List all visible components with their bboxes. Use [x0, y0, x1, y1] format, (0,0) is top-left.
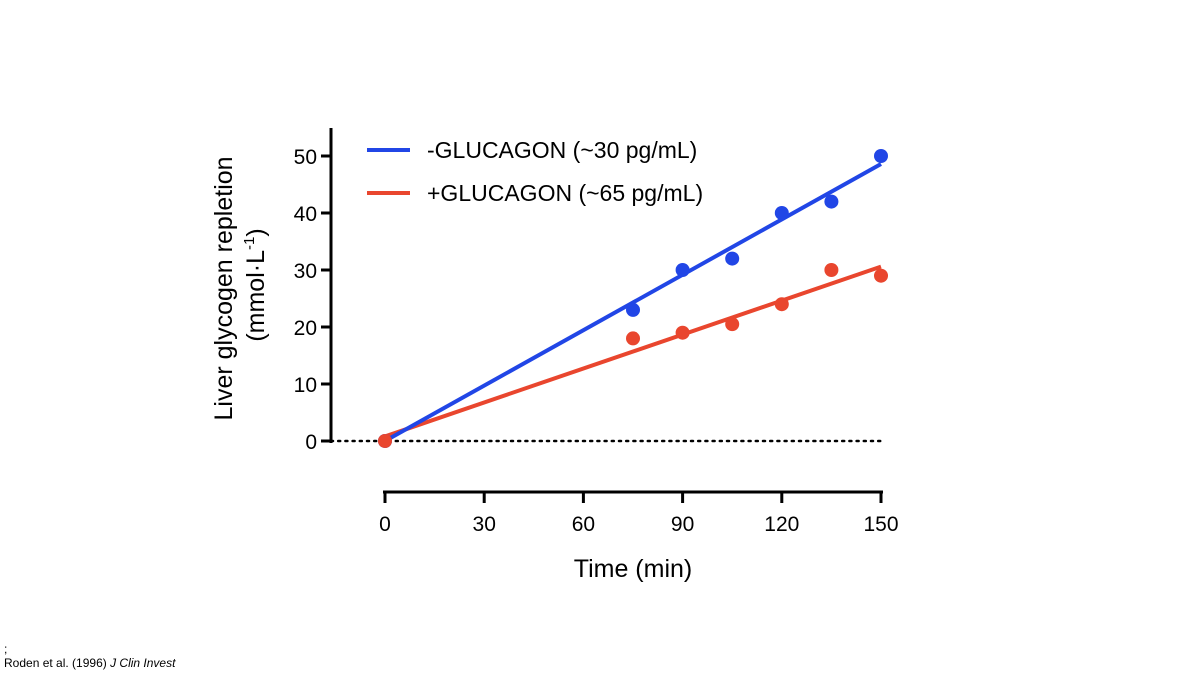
- y-tick-label: 20: [294, 317, 317, 340]
- fit-line: [384, 264, 882, 439]
- x-tick-label: 60: [572, 513, 595, 536]
- legend-label: +GLUCAGON (~65 pg/mL): [427, 180, 703, 206]
- y-axis-title-line2: (mmol·L: [242, 250, 270, 342]
- citation-journal: J Clin Invest: [110, 656, 176, 670]
- legend-label: -GLUCAGON (~30 pg/mL): [427, 137, 697, 163]
- data-point: [725, 251, 740, 266]
- data-point: [774, 297, 789, 312]
- citation-authors: Roden et al. (1996): [4, 656, 111, 670]
- legend: -GLUCAGON (~30 pg/mL) +GLUCAGON (~65 pg/m…: [367, 137, 703, 206]
- data-points: [378, 149, 888, 448]
- data-point: [675, 325, 690, 340]
- y-axis-title-line1: Liver glycogen repletion: [210, 156, 238, 420]
- fit-lines: [384, 162, 882, 443]
- data-point: [874, 149, 888, 163]
- fit-line: [384, 162, 882, 443]
- data-point: [626, 302, 640, 317]
- axes: 0 10 20 30 40 50 0 30 60 90 120 150: [294, 128, 899, 536]
- data-point: [824, 194, 839, 209]
- data-point: [626, 331, 640, 346]
- y-tick-label: 0: [305, 431, 317, 454]
- x-tick-label: 0: [379, 513, 391, 536]
- data-point: [874, 268, 888, 283]
- y-tick-label: 40: [294, 203, 317, 226]
- data-point: [824, 263, 839, 277]
- y-axis-title-close: ): [242, 228, 270, 236]
- data-point: [378, 434, 392, 448]
- y-tick-label: 50: [294, 146, 317, 169]
- x-tick-label: 120: [764, 513, 799, 536]
- x-axis-title: Time (min): [574, 555, 693, 583]
- x-tick-label: 90: [671, 513, 694, 536]
- x-tick-label: 30: [473, 513, 496, 536]
- data-point: [774, 206, 789, 220]
- glycogen-chart: 0 10 20 30 40 50 0 30 60 90 120 150 -GLUCAGON (~30 …: [210, 128, 899, 583]
- footer-mark: ;: [4, 642, 8, 656]
- y-axis-title-exponent: -1: [241, 237, 258, 250]
- y-tick-label: 10: [294, 374, 317, 397]
- data-point: [675, 263, 690, 277]
- x-tick-label: 150: [863, 513, 898, 536]
- y-tick-label: 30: [294, 260, 317, 283]
- y-axis-title: Liver glycogen repletion (mmol·L-1): [210, 149, 270, 420]
- citation: Roden et al. (1996) J Clin Invest: [4, 656, 175, 670]
- data-point: [725, 317, 740, 332]
